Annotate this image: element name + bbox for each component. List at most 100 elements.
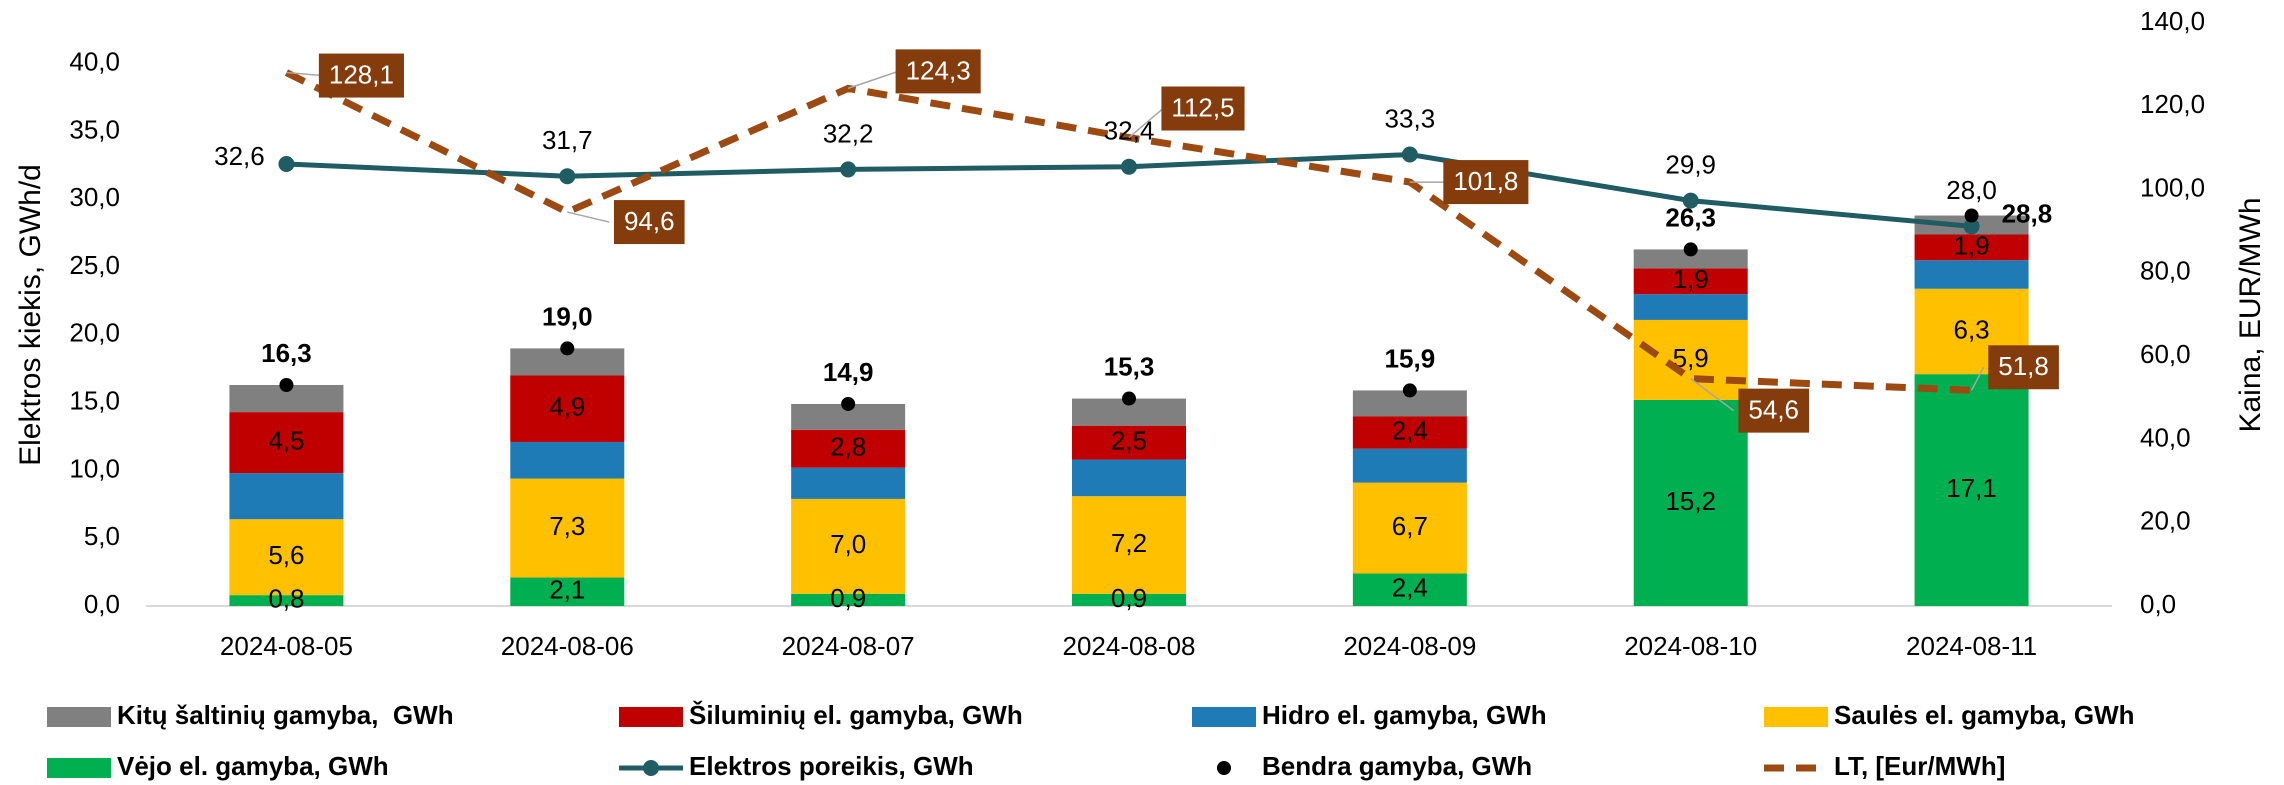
legend-swatch [1217, 761, 1231, 775]
price-label: 94,6 [613, 200, 685, 245]
price-line [284, 69, 1972, 394]
legend-swatch [47, 758, 111, 778]
price-label-box [318, 53, 404, 98]
y2-tick-label: 20,0 [2140, 506, 2191, 536]
demand-label: 33,3 [1385, 103, 1436, 133]
price-label-box [1161, 86, 1245, 131]
price-label: 51,8 [1988, 345, 2059, 390]
price-label-text: 112,5 [1171, 92, 1234, 122]
bar-segment [1352, 448, 1467, 483]
segment-label: 5,6 [268, 540, 304, 570]
x-tick-label: 2024-08-05 [220, 631, 353, 661]
segment-label: 1,9 [1953, 230, 1989, 260]
total-label: 14,9 [823, 357, 874, 387]
total-label: 16,3 [261, 338, 312, 368]
total-label: 15,3 [1104, 351, 1155, 381]
price-leader [567, 211, 610, 223]
bar-segment [1914, 260, 2029, 289]
total-point [1122, 391, 1136, 406]
bar-segment [229, 412, 344, 474]
y2-tick-label: 100,0 [2140, 172, 2205, 202]
segment-label: 2,8 [830, 432, 866, 462]
segment-label: 0,9 [1111, 583, 1147, 613]
bar-segment [1072, 496, 1186, 594]
y-tick-label: 20,0 [69, 318, 120, 348]
bar-segment [791, 498, 906, 594]
x-tick-label: 2024-08-09 [1343, 631, 1476, 661]
legend-swatch [619, 707, 683, 727]
segment-label: 7,0 [830, 529, 866, 559]
price-leader [1690, 378, 1735, 412]
price-label: 124,3 [895, 49, 981, 94]
bar-segment [1072, 459, 1186, 497]
bar-segment [1633, 319, 1748, 400]
demand-point [1963, 218, 1980, 235]
x-tick-label: 2024-08-08 [1063, 631, 1196, 661]
y-tick-label: 40,0 [69, 47, 120, 77]
price-label: 101,8 [1443, 160, 1529, 205]
demand-point [1401, 146, 1418, 163]
price-leader [847, 70, 899, 90]
y-tick-label: 35,0 [69, 114, 120, 144]
demand-point [1121, 158, 1137, 175]
y2-tick-label: 80,0 [2140, 256, 2191, 286]
segment-label: 1,9 [1673, 264, 1709, 294]
y2-tick-label: 120,0 [2140, 89, 2205, 119]
y2-axis-title: Kaina, EUR/MWh [2234, 197, 2267, 432]
demand-point [278, 156, 295, 173]
price-label-box [613, 200, 685, 245]
demand-label: 32,6 [214, 141, 265, 171]
y-tick-label: 0,0 [84, 589, 120, 619]
price-label-text: 128,1 [329, 59, 394, 89]
bar-segment [1072, 425, 1186, 460]
legend-label: Elektros poreikis, GWh [689, 751, 974, 781]
demand-label: 32,4 [1104, 116, 1155, 146]
segment-label: 0,8 [268, 583, 304, 613]
legend-swatch [47, 707, 111, 727]
price-label-text: 94,6 [624, 206, 675, 236]
bar-segment [229, 473, 344, 520]
total-label: 26,3 [1665, 202, 1716, 232]
price-leader [1970, 366, 1985, 391]
legend-label: Kitų šaltinių gamyba, GWh [117, 700, 454, 730]
price-label-box [1443, 160, 1529, 205]
x-tick-label: 2024-08-06 [501, 631, 634, 661]
price-label-text: 124,3 [906, 55, 971, 85]
price-label: 112,5 [1161, 86, 1245, 131]
total-point [1964, 208, 1979, 223]
total-label: 28,8 [2002, 198, 2053, 228]
price-label-text: 54,6 [1748, 395, 1799, 425]
total-label: 19,0 [542, 301, 593, 331]
price-label-text: 101,8 [1453, 166, 1518, 196]
price-label-text: 51,8 [1998, 351, 2049, 381]
bar-segment [791, 429, 906, 468]
segment-label: 7,2 [1111, 528, 1147, 558]
segment-label: 2,5 [1111, 425, 1147, 455]
bar-segment [1352, 416, 1467, 449]
legend-label: Bendra gamyba, GWh [1262, 751, 1532, 781]
price-leader [1128, 107, 1164, 139]
bar-segment [1352, 573, 1467, 606]
demand-label: 32,2 [823, 118, 874, 148]
price-label: 128,1 [318, 53, 404, 98]
bar-segment [510, 375, 625, 442]
demand-label: 28,0 [1946, 175, 1997, 205]
bar-segment [1633, 268, 1748, 295]
segment-label: 4,5 [268, 425, 304, 455]
y-tick-label: 10,0 [69, 453, 120, 483]
segment-label: 7,3 [549, 511, 585, 541]
price-label-box [895, 49, 981, 94]
legend-label: Šiluminių el. gamyba, GWh [689, 700, 1023, 730]
bar-segment [510, 577, 625, 606]
y2-tick-label: 60,0 [2140, 339, 2191, 369]
demand-point [840, 161, 857, 178]
legend-label: LT, [Eur/MWh] [1834, 751, 2005, 781]
segment-label: 0,9 [830, 583, 866, 613]
bar-segment [1633, 294, 1748, 320]
segment-label: 15,2 [1665, 486, 1716, 516]
y2-tick-label: 140,0 [2140, 6, 2205, 36]
price-label-box [1738, 388, 1810, 433]
bar-segment [1352, 482, 1467, 574]
legend-swatch [643, 760, 659, 776]
